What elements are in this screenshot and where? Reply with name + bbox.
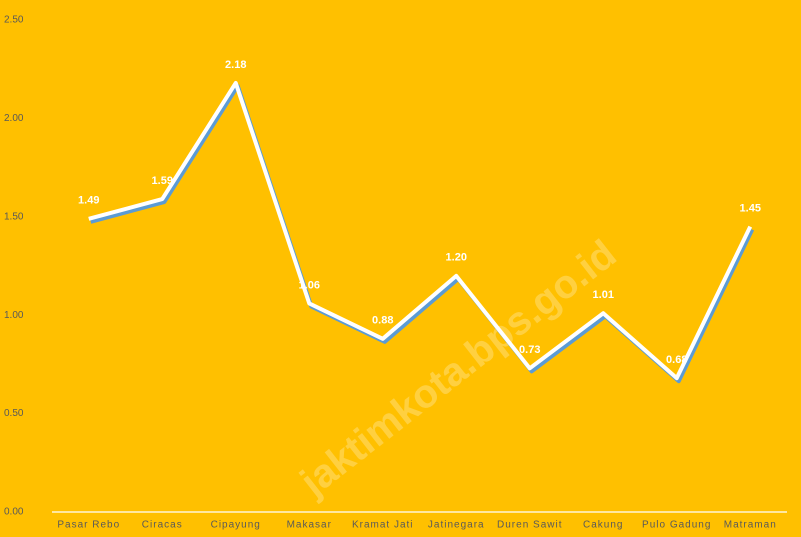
data-label: 1.59 — [152, 175, 173, 187]
y-tick-label: 2.50 — [4, 15, 24, 26]
x-tick-label: Makasar — [287, 520, 332, 531]
x-tick-label: Kramat Jati — [352, 520, 414, 531]
y-tick-label: 1.50 — [4, 211, 24, 222]
y-tick-label: 2.00 — [4, 113, 24, 124]
y-tick-label: 0.00 — [4, 507, 24, 518]
data-label: 2.18 — [225, 59, 246, 71]
y-tick-label: 0.50 — [4, 408, 24, 419]
x-tick-label: Duren Sawit — [497, 520, 562, 531]
data-label: 1.01 — [593, 289, 614, 301]
data-label: 0.68 — [666, 354, 687, 366]
x-tick-label: Pasar Rebo — [57, 520, 120, 531]
x-tick-label: Ciracas — [142, 520, 183, 531]
data-label: 1.49 — [78, 195, 99, 207]
line — [88, 80, 753, 381]
x-tick-label: Cipayung — [211, 520, 261, 531]
y-tick-label: 1.00 — [4, 310, 24, 321]
data-label: 0.73 — [519, 344, 540, 356]
x-tick-label: Cakung — [583, 520, 623, 531]
data-label: 1.20 — [446, 252, 467, 264]
x-tick-label: Pulo Gadung — [642, 520, 711, 531]
data-label: 0.88 — [372, 315, 393, 327]
data-label: 1.45 — [740, 203, 761, 215]
x-tick-label: Jatinegara — [428, 520, 485, 531]
data-label: 1.06 — [299, 279, 320, 291]
x-tick-label: Matraman — [724, 520, 777, 531]
